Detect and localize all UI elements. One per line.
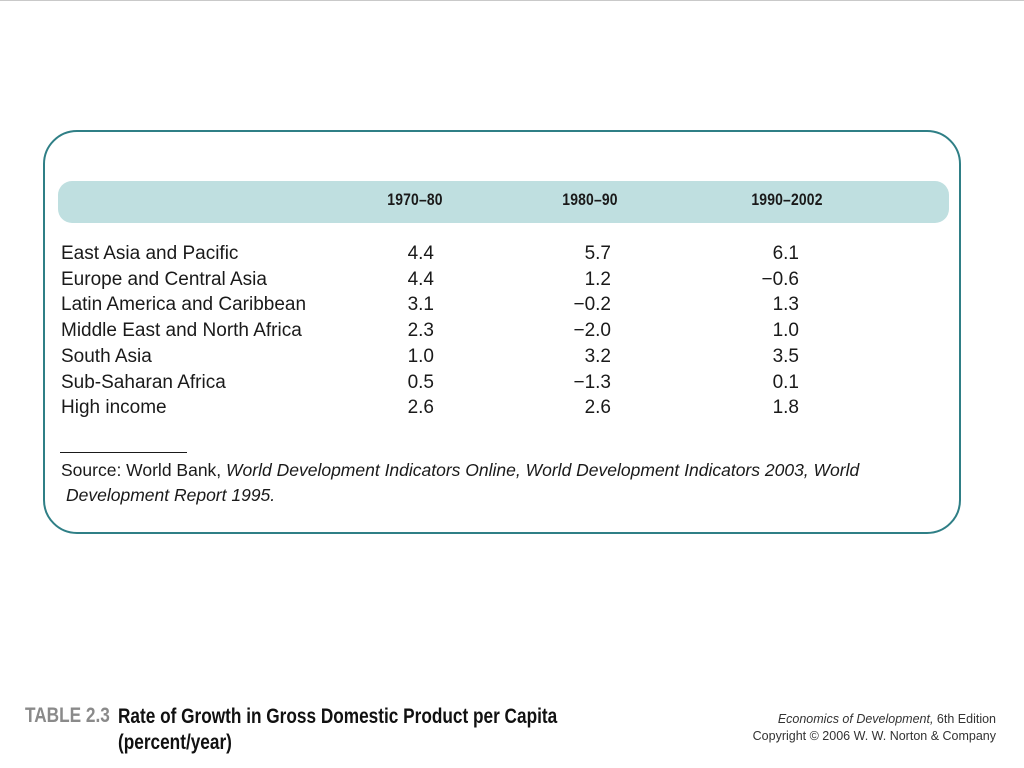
top-divider	[0, 0, 1024, 1]
row-value-1980-90: 5.7	[584, 243, 611, 264]
table-row: Sub-Saharan Africa 0.5 −1.3 0.1	[0, 370, 1024, 395]
row-region-label: South Asia	[61, 345, 152, 367]
source-divider	[60, 452, 187, 453]
row-value-1990-2002: 3.5	[772, 345, 799, 367]
source-titles-line2: Development Report 1995.	[66, 485, 276, 505]
row-region-label: High income	[61, 397, 167, 419]
source-prefix: Source: World Bank,	[61, 460, 227, 480]
row-value-1980-90: 2.6	[584, 397, 611, 419]
table-frame	[43, 130, 961, 534]
table-row: Middle East and North Africa 2.3 −2.0 1.0	[0, 318, 1024, 343]
row-region-label: Europe and Central Asia	[61, 268, 267, 290]
table-row: Latin America and Caribbean 3.1 −0.2 1.3	[0, 292, 1024, 317]
row-value-1970-80: 3.1	[407, 294, 434, 316]
row-value-1980-90: 1.2	[584, 268, 611, 290]
row-value-1990-2002: 6.1	[772, 243, 799, 264]
table-row: High income 2.6 2.6 1.8	[0, 395, 1024, 420]
table-row: South Asia 1.0 3.2 3.5	[0, 344, 1024, 369]
row-value-1970-80: 4.4	[407, 268, 434, 290]
book-edition: 6th Edition	[933, 712, 996, 726]
row-value-1970-80: 4.4	[407, 243, 434, 264]
row-region-label: Middle East and North Africa	[61, 320, 302, 342]
table-row: East Asia and Pacific 4.4 5.7 6.1	[0, 241, 1024, 266]
column-header-1990-2002: 1990–2002	[751, 190, 823, 209]
table-row: Europe and Central Asia 4.4 1.2 −0.6	[0, 267, 1024, 292]
row-value-1970-80: 2.6	[407, 397, 434, 419]
row-value-1990-2002: 0.1	[772, 371, 799, 393]
copyright-line: Copyright © 2006 W. W. Norton & Company	[752, 729, 996, 743]
table-number-label: TABLE 2.3	[25, 704, 110, 727]
book-title: Economics of Development,	[777, 712, 934, 726]
row-value-1970-80: 0.5	[407, 371, 434, 393]
table-title: Rate of Growth in Gross Domestic Product…	[118, 704, 557, 756]
row-value-1980-90: −1.3	[573, 371, 611, 393]
row-value-1990-2002: 1.3	[772, 294, 799, 316]
source-titles-line1: World Development Indicators Online, Wor…	[226, 460, 860, 480]
row-value-1990-2002: 1.0	[772, 320, 799, 342]
column-header-1970-80: 1970–80	[387, 190, 443, 209]
row-value-1970-80: 2.3	[407, 320, 434, 342]
row-region-label: Latin America and Caribbean	[61, 294, 307, 316]
table-title-line2: (percent/year)	[118, 731, 232, 754]
row-value-1990-2002: 1.8	[772, 397, 799, 419]
row-value-1990-2002: −0.6	[761, 268, 799, 290]
book-credit-line: Economics of Development, 6th Edition	[753, 711, 996, 728]
table-header-band	[58, 181, 949, 223]
publisher-credit: Economics of Development, 6th Edition Co…	[753, 711, 996, 745]
row-region-label: East Asia and Pacific	[61, 243, 239, 264]
row-value-1980-90: −0.2	[573, 294, 611, 316]
table-title-line1: Rate of Growth in Gross Domestic Product…	[118, 705, 558, 728]
column-header-1980-90: 1980–90	[562, 190, 618, 209]
row-value-1980-90: 3.2	[584, 345, 611, 367]
row-value-1980-90: −2.0	[573, 320, 611, 342]
source-note: Source: World Bank, World Development In…	[61, 458, 941, 508]
row-value-1970-80: 1.0	[407, 345, 434, 367]
row-region-label: Sub-Saharan Africa	[61, 371, 226, 393]
